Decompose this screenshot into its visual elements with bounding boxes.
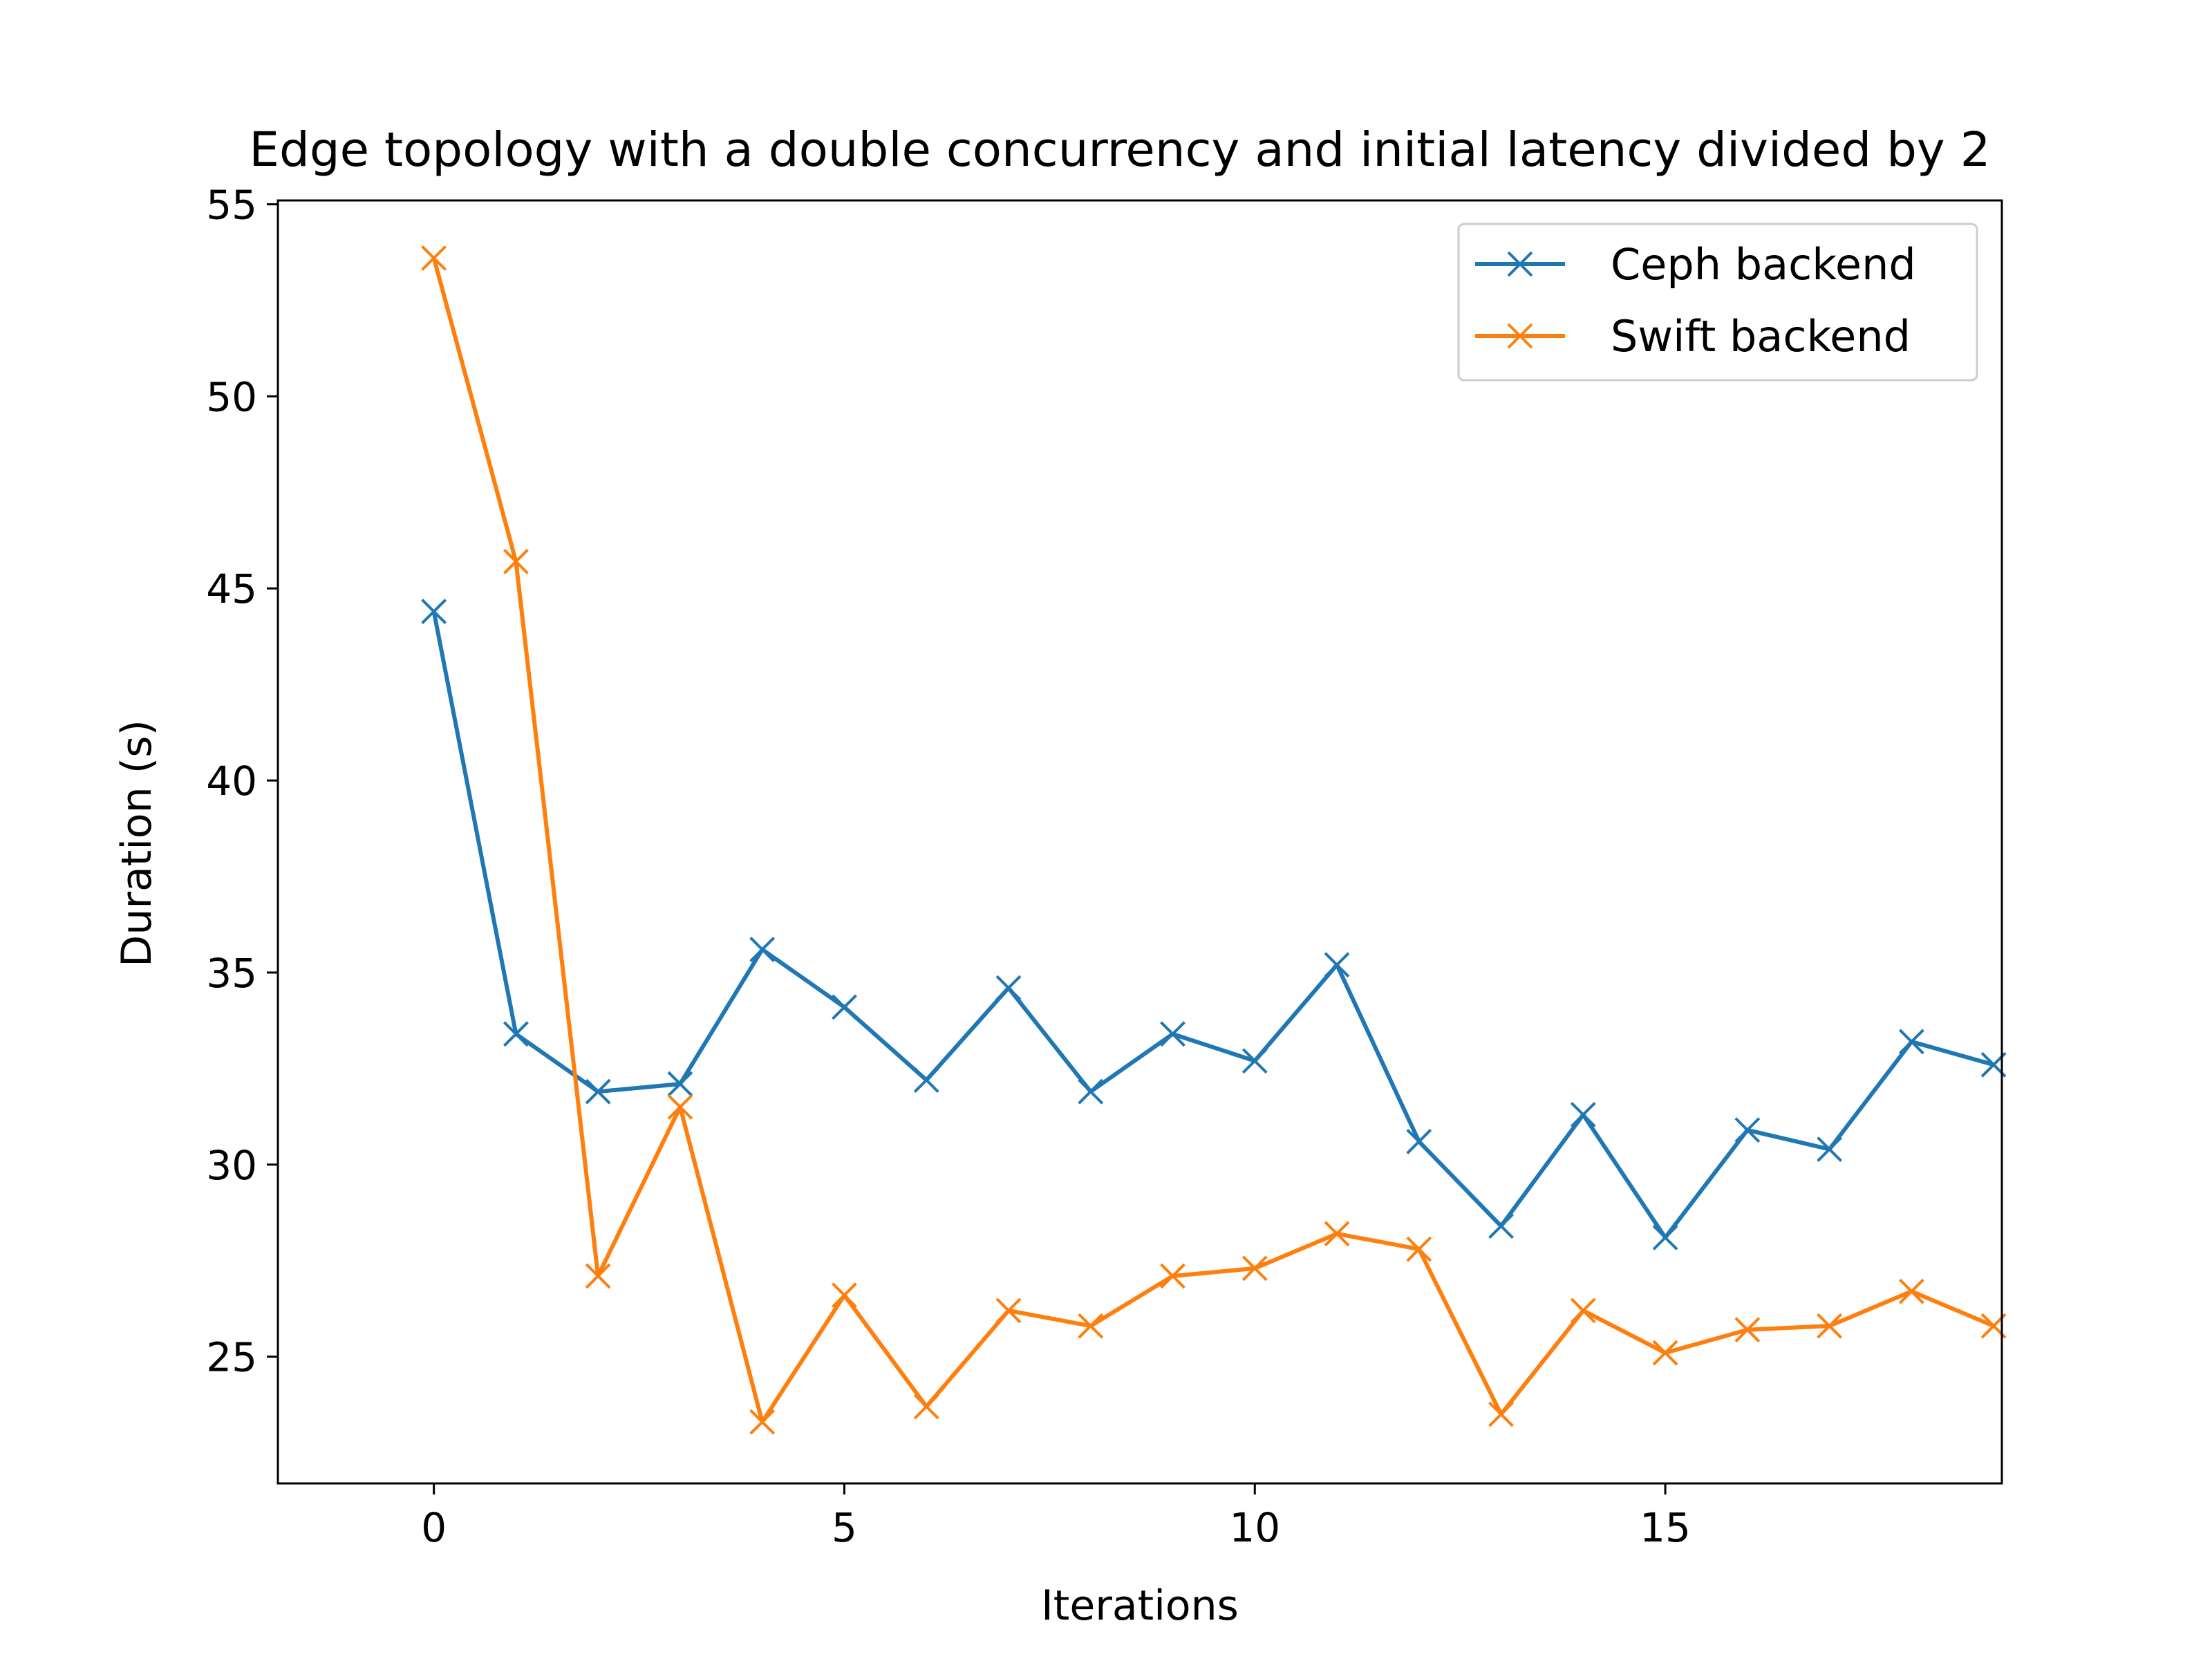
y-tick-label: 35 [206,950,257,997]
plot-frame [276,199,2003,1485]
data-point [1734,1117,1761,1143]
data-point [585,1263,611,1289]
data-point [1406,1129,1432,1154]
legend: Ceph backend Swift backend [1457,223,1978,382]
data-point [1652,1340,1678,1366]
data-point [1324,1221,1350,1247]
series-swift-backend [421,245,2007,1435]
legend-label: Ceph backend [1611,239,1916,290]
data-point [1817,1136,1843,1162]
data-point [995,975,1022,1001]
data-point [913,1394,939,1420]
legend-marker [1507,251,1533,277]
data-point [1570,1102,1596,1127]
y-tick-label: 40 [206,758,257,805]
data-point [503,548,529,574]
data-point [995,1297,1022,1324]
data-point [1898,1278,1924,1304]
x-axis-label: Iterations [1041,1582,1239,1630]
data-point [1817,1313,1843,1339]
data-point [749,1409,776,1435]
y-tick-label: 30 [206,1142,257,1189]
series-layer [421,245,2007,1435]
data-point [1324,952,1350,978]
series-ceph-backend [421,599,2007,1250]
data-point [1734,1317,1761,1343]
data-point [1570,1297,1596,1324]
x-tick-label: 15 [1640,1504,1691,1551]
data-point [421,599,447,625]
x-tick-label: 5 [832,1504,857,1551]
y-axis-label: Duration (s) [113,720,161,967]
data-point [1406,1236,1432,1262]
legend-box [1457,223,1978,382]
x-tick-label: 10 [1229,1504,1280,1551]
data-point [1652,1224,1678,1250]
data-point [1160,1021,1185,1047]
data-point [585,1078,611,1105]
data-point [832,1282,857,1309]
legend-marker [1507,323,1533,349]
x-tick-label: 0 [421,1504,447,1551]
data-point [1488,1401,1514,1427]
axis-ticks: 0 5 10 15 25 30 35 40 45 50 55 [206,182,1691,1551]
y-tick-label: 50 [206,373,257,420]
chart-title: Edge topology with a double concurrency … [249,122,1990,178]
data-point [832,994,857,1020]
data-point [1078,1078,1104,1105]
data-point [1241,1255,1268,1282]
data-point [913,1067,939,1093]
data-point [1898,1029,1924,1055]
y-tick-label: 55 [206,182,257,229]
data-point [667,1094,693,1120]
data-point [1078,1313,1104,1339]
legend-label: Swift backend [1611,311,1911,362]
data-point [1241,1048,1268,1074]
data-point [1488,1213,1514,1239]
data-point [749,937,776,963]
y-tick-label: 25 [206,1334,257,1381]
y-tick-label: 45 [206,565,257,612]
data-point [1160,1263,1185,1289]
data-point [503,1021,529,1047]
series-line [431,611,1994,1240]
data-point [421,245,447,271]
series-line [431,257,1995,1425]
data-point [667,1071,693,1097]
